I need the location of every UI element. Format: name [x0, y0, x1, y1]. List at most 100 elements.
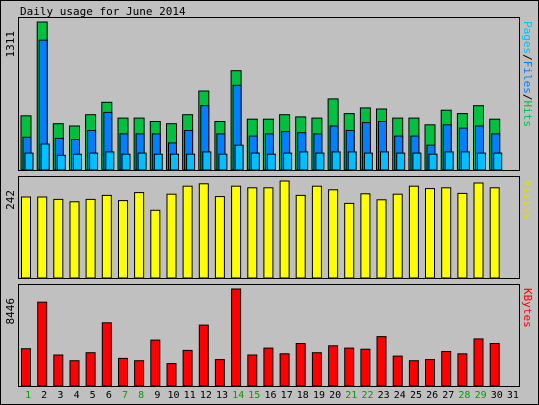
bar-kbytes: [279, 353, 290, 387]
legend-label-kbytes: KBytes: [521, 288, 534, 328]
bar-visits: [85, 198, 96, 279]
bar-pages: [363, 152, 373, 171]
legend-label-part: /: [521, 54, 534, 61]
bar-visits: [231, 185, 242, 279]
legend-label-part: /: [521, 94, 534, 101]
chart-panels: 1311 Pages/Files/Hits 242 Visits 8446 KBytes: [4, 17, 534, 387]
legend-label-part: Hits: [521, 101, 534, 128]
y-axis-max-label-kbytes: 8446: [4, 298, 17, 325]
x-tick-label: 16: [264, 390, 276, 401]
x-tick-label: 14: [232, 390, 244, 401]
bar-kbytes: [150, 339, 161, 387]
x-tick-label: 1: [25, 390, 31, 401]
bar-visits: [182, 185, 193, 279]
bar-visits: [263, 187, 274, 279]
bar-pages: [283, 152, 293, 171]
x-tick-label: 25: [410, 390, 422, 401]
bar-kbytes: [214, 359, 225, 387]
bar-kbytes: [37, 301, 48, 387]
bar-kbytes: [101, 322, 112, 387]
bar-kbytes: [231, 288, 242, 387]
bar-visits: [166, 193, 177, 279]
bar-pages: [412, 152, 422, 171]
bar-pages: [266, 153, 276, 171]
bar-pages: [40, 143, 50, 171]
x-tick-label: 20: [329, 390, 341, 401]
x-tick-label: 9: [154, 390, 160, 401]
bar-visits: [425, 188, 435, 279]
bar-kbytes: [392, 355, 403, 387]
bar-pages: [299, 151, 309, 171]
x-tick-label: 8: [138, 390, 144, 401]
bar-pages: [73, 153, 82, 171]
bar-visits: [21, 196, 31, 279]
bar-kbytes: [441, 351, 452, 387]
bar-kbytes: [489, 343, 500, 387]
bar-visits: [441, 187, 452, 279]
bar-kbytes: [166, 363, 177, 387]
bar-visits: [392, 193, 403, 279]
bar-pages: [218, 153, 228, 171]
bar-pages: [56, 154, 66, 171]
bar-visits: [473, 182, 484, 279]
bar-visits: [214, 196, 225, 279]
bar-visits: [376, 199, 387, 279]
y-axis-max-label-visits: 242: [4, 190, 17, 210]
bar-kbytes: [457, 353, 468, 387]
x-tick-label: 29: [475, 390, 487, 401]
bar-pages: [89, 152, 99, 171]
bar-visits: [295, 194, 306, 279]
panel-hits_files_pages: 1311 Pages/Files/Hits: [4, 17, 534, 171]
legend-label-part: KBytes: [521, 288, 534, 328]
x-tick-label: 2: [41, 390, 47, 401]
bar-pages: [137, 152, 147, 171]
bar-pages: [234, 144, 244, 171]
legend-label-visits: Visits: [521, 180, 534, 220]
bar-visits: [247, 187, 258, 279]
bar-visits: [150, 209, 161, 279]
x-tick-label: 11: [184, 390, 196, 401]
bar-pages: [186, 153, 196, 171]
bar-visits: [360, 193, 371, 279]
bar-kbytes: [21, 348, 31, 387]
x-tick-label: 7: [122, 390, 128, 401]
x-tick-label: 22: [361, 390, 373, 401]
bar-pages: [428, 153, 438, 171]
bar-kbytes: [344, 347, 355, 387]
x-axis-tick-labels: 1 2 3 4 5 6 7 8 9 10 11 12 13 14 15 16 17 18 19 20 21 22 23 24 2…: [25, 390, 519, 401]
bar-pages: [331, 151, 341, 171]
bar-visits: [37, 196, 48, 279]
bar-pages: [315, 152, 325, 171]
bar-visits: [344, 202, 355, 279]
bar-pages: [477, 152, 486, 171]
bar-kbytes: [328, 345, 339, 387]
x-tick-label: 28: [458, 390, 470, 401]
x-tick-label: 18: [297, 390, 309, 401]
bar-pages: [396, 152, 406, 171]
bar-pages: [250, 152, 260, 171]
bar-kbytes: [198, 324, 209, 387]
bar-kbytes: [295, 343, 306, 387]
bar-pages: [444, 151, 454, 171]
x-tick-label: 21: [345, 390, 357, 401]
bar-kbytes: [473, 338, 484, 387]
bar-pages: [493, 152, 503, 171]
bar-visits: [408, 185, 419, 279]
legend-label-hits_files_pages: Pages/Files/Hits: [521, 21, 534, 127]
bar-pages: [170, 153, 179, 171]
bar-pages: [153, 153, 163, 171]
bar-kbytes: [69, 360, 80, 387]
x-tick-label: 4: [74, 390, 80, 401]
x-tick-label: 13: [216, 390, 228, 401]
bar-kbytes: [118, 357, 128, 387]
x-tick-label: 15: [248, 390, 260, 401]
bar-visits: [53, 198, 64, 279]
bar-pages: [460, 151, 470, 171]
legend-label-part: Files: [521, 61, 534, 94]
x-tick-label: 5: [90, 390, 96, 401]
bar-visits: [328, 189, 339, 279]
bar-kbytes: [182, 349, 193, 387]
bar-pages: [105, 151, 115, 171]
bar-visits: [198, 183, 209, 279]
y-axis-max-label-hits_files_pages: 1311: [4, 31, 17, 58]
